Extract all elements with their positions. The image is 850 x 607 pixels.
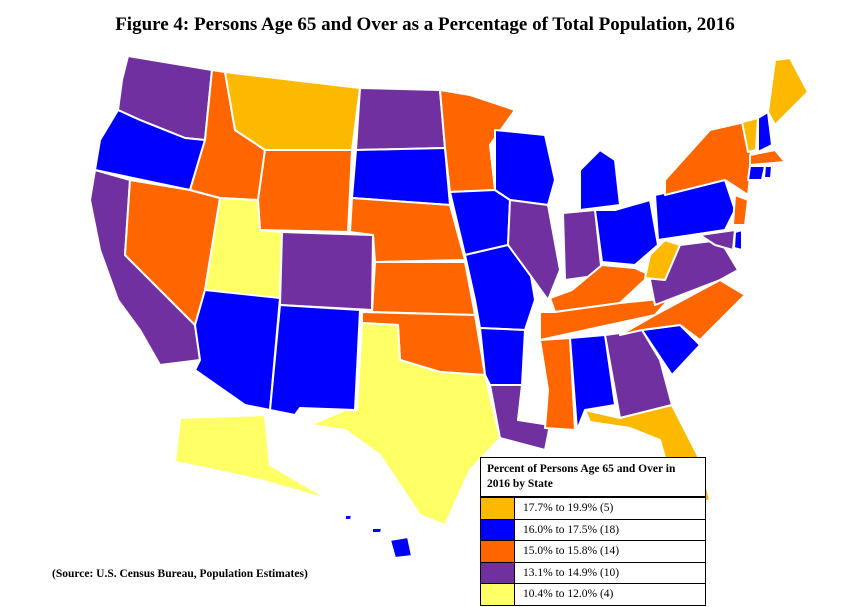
state-nh[interactable] xyxy=(757,111,773,153)
state-nj[interactable] xyxy=(732,194,749,226)
state-hi[interactable] xyxy=(344,514,413,559)
legend-swatch xyxy=(481,584,515,605)
state-ms[interactable] xyxy=(539,337,576,431)
state-az[interactable] xyxy=(194,289,281,411)
state-ar[interactable] xyxy=(479,327,526,386)
state-oh[interactable] xyxy=(594,199,659,266)
state-nm[interactable] xyxy=(269,304,361,416)
state-wv[interactable] xyxy=(644,239,681,281)
legend-label: 16.0% to 17.5% (18) xyxy=(523,523,620,536)
legend-swatch xyxy=(481,562,515,583)
state-ak[interactable] xyxy=(174,414,331,501)
state-mi[interactable] xyxy=(579,149,621,211)
state-ma[interactable] xyxy=(749,149,786,166)
state-wi[interactable] xyxy=(494,129,556,206)
state-wy[interactable] xyxy=(257,149,353,233)
source-note: (Source: U.S. Census Bureau, Population … xyxy=(52,568,308,580)
map-title: Figure 4: Persons Age 65 and Over as a P… xyxy=(115,14,735,35)
state-nc[interactable] xyxy=(619,279,746,341)
legend-heading: Percent of Persons Age 65 and Over in 20… xyxy=(481,458,705,497)
legend-swatch xyxy=(481,541,515,562)
legend-label: 13.1% to 14.9% (10) xyxy=(523,566,620,579)
state-sd[interactable] xyxy=(351,147,451,206)
legend-item: 13.1% to 14.9% (10) xyxy=(481,561,705,583)
state-ct[interactable] xyxy=(747,165,766,181)
state-il[interactable] xyxy=(507,199,561,301)
legend-item: 15.0% to 15.8% (14) xyxy=(481,540,705,562)
state-me[interactable] xyxy=(767,57,809,126)
state-ny[interactable] xyxy=(664,121,753,196)
state-vt[interactable] xyxy=(741,117,759,153)
legend-label: 17.7% to 19.9% (5) xyxy=(523,502,614,515)
state-ks[interactable] xyxy=(371,261,476,316)
legend-item: 17.7% to 19.9% (5) xyxy=(481,497,705,519)
state-ri[interactable] xyxy=(763,165,773,179)
state-al[interactable] xyxy=(569,334,616,431)
state-tx[interactable] xyxy=(309,322,501,526)
legend-swatch xyxy=(481,519,515,540)
legend-label: 10.4% to 12.0% (4) xyxy=(523,588,614,601)
legend-item: 10.4% to 12.0% (4) xyxy=(481,583,705,605)
state-md[interactable] xyxy=(699,229,736,251)
legend-item: 16.0% to 17.5% (18) xyxy=(481,518,705,540)
legend-label: 15.0% to 15.8% (14) xyxy=(523,545,620,558)
legend-swatch xyxy=(481,498,515,519)
state-mn[interactable] xyxy=(439,89,516,193)
state-co[interactable] xyxy=(279,231,374,311)
state-nd[interactable] xyxy=(355,87,446,151)
legend: Percent of Persons Age 65 and Over in 20… xyxy=(480,457,706,606)
